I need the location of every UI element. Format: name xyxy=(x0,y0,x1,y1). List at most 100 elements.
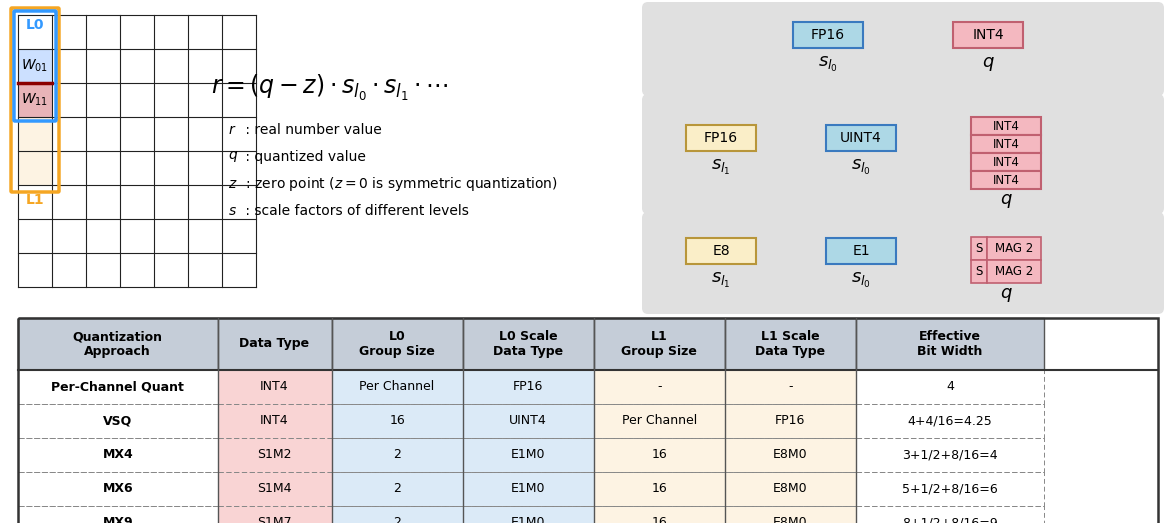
Text: MAG 2: MAG 2 xyxy=(995,242,1033,255)
Text: $s_{l_0}$: $s_{l_0}$ xyxy=(851,270,871,290)
Text: S1M2: S1M2 xyxy=(258,449,292,461)
Bar xyxy=(463,318,594,370)
FancyBboxPatch shape xyxy=(642,2,1164,96)
Bar xyxy=(971,135,1041,153)
Bar xyxy=(856,370,1045,404)
Bar xyxy=(725,472,856,506)
Bar xyxy=(463,472,594,506)
Text: 5+1/2+8/16=6: 5+1/2+8/16=6 xyxy=(902,483,998,495)
Bar xyxy=(856,438,1045,472)
Text: $W_{11}$: $W_{11}$ xyxy=(21,92,48,108)
Bar xyxy=(218,506,331,523)
Text: 16: 16 xyxy=(651,483,667,495)
Bar xyxy=(218,404,331,438)
Bar xyxy=(594,472,725,506)
Text: L1: L1 xyxy=(26,193,44,207)
Text: 8+1/2+8/16=9: 8+1/2+8/16=9 xyxy=(902,517,998,523)
Text: MAG 2: MAG 2 xyxy=(995,265,1033,278)
Text: S: S xyxy=(975,265,982,278)
Bar xyxy=(18,404,218,438)
Text: VSQ: VSQ xyxy=(103,415,132,427)
Text: -: - xyxy=(657,381,662,393)
Text: INT4: INT4 xyxy=(260,415,289,427)
Bar xyxy=(686,125,756,151)
Bar xyxy=(826,125,896,151)
Bar xyxy=(856,506,1045,523)
Bar xyxy=(463,404,594,438)
Bar xyxy=(594,472,725,506)
Text: S: S xyxy=(975,242,982,255)
Bar xyxy=(463,472,594,506)
Text: E1M0: E1M0 xyxy=(511,517,546,523)
Text: 4+4/16=4.25: 4+4/16=4.25 xyxy=(908,415,992,427)
Bar xyxy=(18,49,52,83)
Text: UINT4: UINT4 xyxy=(840,131,882,145)
Text: Effective
Bit Width: Effective Bit Width xyxy=(917,330,982,358)
Text: Per Channel: Per Channel xyxy=(359,381,434,393)
Text: E8M0: E8M0 xyxy=(773,517,808,523)
Bar xyxy=(218,438,331,472)
Bar xyxy=(18,117,52,151)
Text: UINT4: UINT4 xyxy=(509,415,547,427)
Text: $s_{l_0}$: $s_{l_0}$ xyxy=(819,54,838,74)
Bar xyxy=(971,171,1041,189)
Bar xyxy=(594,438,725,472)
Text: $s_{l_1}$: $s_{l_1}$ xyxy=(711,270,731,290)
Bar xyxy=(971,260,987,283)
Text: E1M0: E1M0 xyxy=(511,449,546,461)
Bar xyxy=(793,22,863,48)
Bar xyxy=(725,404,856,438)
Bar xyxy=(218,506,331,523)
Bar xyxy=(218,370,331,404)
Text: $q$: $q$ xyxy=(228,150,238,165)
Bar xyxy=(594,506,725,523)
Bar xyxy=(18,438,218,472)
Bar xyxy=(463,438,594,472)
Bar xyxy=(331,404,463,438)
Text: $s_{l_0}$: $s_{l_0}$ xyxy=(851,157,871,177)
Text: INT4: INT4 xyxy=(993,155,1020,168)
Bar xyxy=(18,472,218,506)
Text: 2: 2 xyxy=(393,483,400,495)
Text: $q$: $q$ xyxy=(1000,286,1013,304)
Bar xyxy=(218,472,331,506)
Bar xyxy=(594,318,725,370)
Bar xyxy=(594,370,725,404)
Bar xyxy=(218,370,331,404)
Text: $r$: $r$ xyxy=(228,123,237,137)
Bar xyxy=(856,404,1045,438)
Bar xyxy=(686,238,756,264)
Text: INT4: INT4 xyxy=(260,381,289,393)
Text: INT4: INT4 xyxy=(993,119,1020,132)
Bar xyxy=(331,318,463,370)
Bar xyxy=(18,83,52,117)
Bar xyxy=(971,153,1041,171)
Bar xyxy=(856,472,1045,506)
Bar xyxy=(18,370,218,404)
Text: FP16: FP16 xyxy=(704,131,738,145)
Bar xyxy=(971,117,1041,135)
Bar xyxy=(331,472,463,506)
Bar xyxy=(218,438,331,472)
Bar xyxy=(725,404,856,438)
Text: FP16: FP16 xyxy=(812,28,845,42)
Bar xyxy=(18,438,218,472)
Text: INT4: INT4 xyxy=(972,28,1004,42)
Text: E1M0: E1M0 xyxy=(511,483,546,495)
Bar xyxy=(18,151,52,185)
Text: E8M0: E8M0 xyxy=(773,483,808,495)
Text: 16: 16 xyxy=(389,415,405,427)
Text: E8M0: E8M0 xyxy=(773,449,808,461)
Bar xyxy=(856,318,1045,370)
Bar xyxy=(856,370,1045,404)
Bar xyxy=(987,237,1041,260)
Bar xyxy=(331,506,463,523)
Text: 16: 16 xyxy=(651,449,667,461)
Bar xyxy=(856,438,1045,472)
Text: Data Type: Data Type xyxy=(239,337,309,350)
Bar xyxy=(331,370,463,404)
Text: 2: 2 xyxy=(393,517,400,523)
Text: Per-Channel Quant: Per-Channel Quant xyxy=(52,381,184,393)
Bar xyxy=(725,506,856,523)
Bar xyxy=(725,472,856,506)
